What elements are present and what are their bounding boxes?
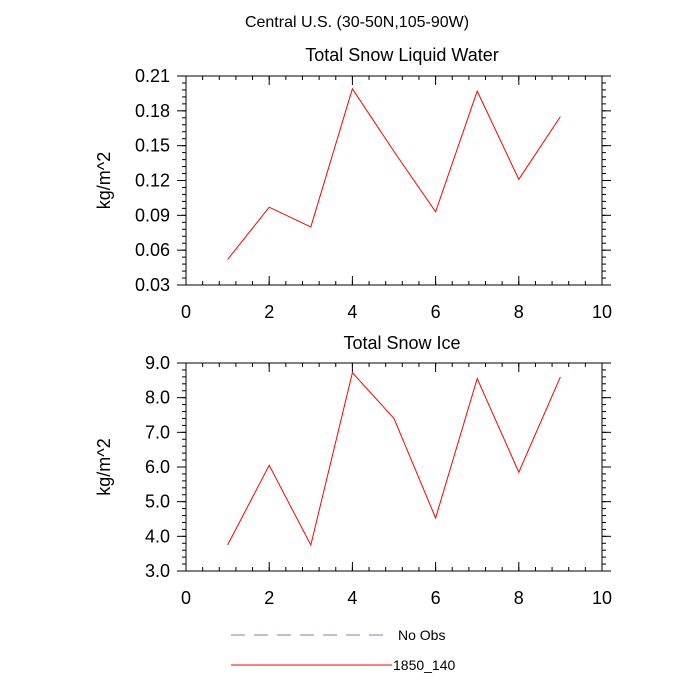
series-line	[227, 371, 561, 547]
chart-title: Total Snow Ice	[343, 333, 460, 353]
y-tick-label: 9.0	[145, 353, 170, 373]
x-tick-label: 0	[181, 588, 191, 608]
y-tick-label: 0.09	[135, 205, 170, 225]
y-tick-label: 0.06	[135, 240, 170, 260]
y-tick-label: 0.12	[135, 171, 170, 191]
legend-label-no-obs: No Obs	[398, 627, 445, 643]
x-tick-label: 4	[347, 588, 357, 608]
y-axis-label: kg/m^2	[94, 152, 114, 209]
x-tick-label: 10	[592, 302, 612, 322]
legend-label-1850-140: 1850_140	[393, 657, 456, 673]
plot-frame	[185, 75, 603, 286]
x-tick-label: 2	[264, 302, 274, 322]
x-tick-label: 0	[181, 302, 191, 322]
chart-title: Total Snow Liquid Water	[305, 45, 498, 65]
x-tick-label: 2	[264, 588, 274, 608]
x-tick-label: 8	[514, 302, 524, 322]
y-tick-label: 8.0	[145, 388, 170, 408]
plot-frame	[185, 362, 603, 572]
y-tick-label: 0.21	[135, 66, 170, 86]
y-tick-label: 0.15	[135, 136, 170, 156]
y-tick-label: 5.0	[145, 492, 170, 512]
y-tick-label: 4.0	[145, 526, 170, 546]
chart-panel-snow-liquid-water: Total Snow Liquid Water kg/m^2 0 2 4 6 8 10 0.03…	[94, 45, 612, 322]
x-tick-label: 8	[514, 588, 524, 608]
series-line	[227, 87, 561, 260]
y-tick-label: 3.0	[145, 561, 170, 581]
y-tick-label: 0.03	[135, 275, 170, 295]
x-tick-label: 4	[347, 302, 357, 322]
figure-main-title: Central U.S. (30-50N,105-90W)	[245, 14, 469, 31]
y-tick-label: 6.0	[145, 457, 170, 477]
x-tick-label: 6	[431, 302, 441, 322]
y-axis-label: kg/m^2	[94, 438, 114, 495]
y-tick-label: 7.0	[145, 422, 170, 442]
y-tick-label: 0.18	[135, 101, 170, 121]
x-tick-label: 10	[592, 588, 612, 608]
x-tick-label: 6	[431, 588, 441, 608]
chart-panel-snow-ice: Total Snow Ice kg/m^2 0 2 4 6 8 10 3.0 4.0 5.0 6.0 7…	[94, 333, 612, 608]
legend: No Obs 1850_140	[231, 627, 456, 673]
